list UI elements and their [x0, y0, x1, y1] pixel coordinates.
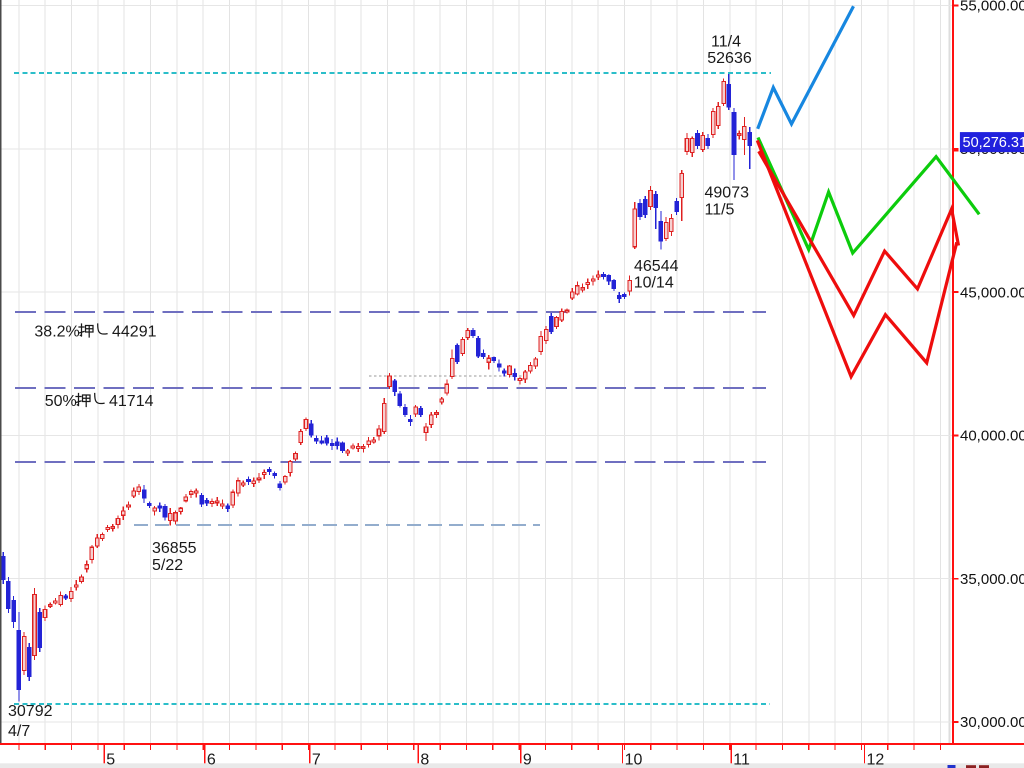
svg-text:50%: 50%	[45, 393, 77, 410]
svg-text:5/22: 5/22	[152, 557, 183, 574]
svg-text:5: 5	[106, 751, 115, 768]
svg-text:6: 6	[207, 751, 216, 768]
svg-text:11/4: 11/4	[711, 34, 741, 51]
svg-text:50,276.31: 50,276.31	[963, 135, 1024, 151]
svg-text:46544: 46544	[634, 258, 679, 275]
svg-text:10: 10	[625, 751, 643, 768]
svg-text:30792: 30792	[8, 703, 53, 720]
svg-text:38.2%: 38.2%	[34, 324, 79, 341]
svg-text:7: 7	[312, 751, 321, 768]
svg-text:9: 9	[523, 751, 532, 768]
svg-text:30,000.00: 30,000.00	[960, 714, 1024, 731]
svg-text:11: 11	[733, 751, 750, 768]
svg-text:12: 12	[867, 751, 885, 768]
svg-text:52636: 52636	[707, 50, 752, 67]
svg-text:49073: 49073	[705, 185, 750, 202]
svg-text:4/7: 4/7	[8, 723, 30, 740]
svg-text:44291: 44291	[112, 324, 157, 341]
svg-text:40,000.00: 40,000.00	[960, 428, 1024, 445]
svg-text:41714: 41714	[109, 393, 154, 410]
svg-text:11/5: 11/5	[705, 202, 735, 219]
svg-text:55,000.00: 55,000.00	[960, 0, 1024, 15]
svg-text:36855: 36855	[152, 540, 197, 557]
svg-text:8: 8	[420, 751, 429, 768]
svg-text:10/14: 10/14	[634, 275, 674, 292]
svg-text:35,000.00: 35,000.00	[960, 571, 1024, 588]
svg-text:45,000.00: 45,000.00	[960, 284, 1024, 301]
